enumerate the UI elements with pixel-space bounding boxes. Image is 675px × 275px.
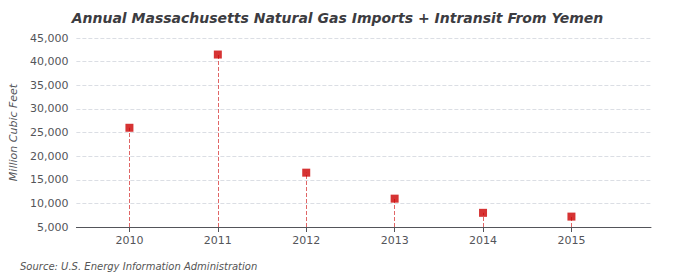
svg-text:10,000: 10,000 <box>30 197 69 210</box>
svg-text:40,000: 40,000 <box>30 55 69 68</box>
svg-text:2011: 2011 <box>204 234 232 247</box>
svg-text:35,000: 35,000 <box>30 79 69 92</box>
svg-text:25,000: 25,000 <box>30 126 69 139</box>
svg-text:Source: U.S. Energy Informatio: Source: U.S. Energy Information Administ… <box>20 261 257 272</box>
svg-text:30,000: 30,000 <box>30 102 69 115</box>
svg-text:Million Cubic Feet: Million Cubic Feet <box>7 83 20 181</box>
svg-text:2015: 2015 <box>557 234 585 247</box>
svg-text:Annual Massachusetts Natural G: Annual Massachusetts Natural Gas Imports… <box>71 10 604 26</box>
svg-text:2012: 2012 <box>292 234 320 247</box>
svg-text:2010: 2010 <box>115 234 143 247</box>
svg-text:15,000: 15,000 <box>30 173 69 186</box>
svg-text:5,000: 5,000 <box>37 221 69 234</box>
svg-text:2014: 2014 <box>469 234 497 247</box>
svg-text:2013: 2013 <box>381 234 409 247</box>
svg-text:20,000: 20,000 <box>30 150 69 163</box>
svg-text:45,000: 45,000 <box>30 32 69 45</box>
